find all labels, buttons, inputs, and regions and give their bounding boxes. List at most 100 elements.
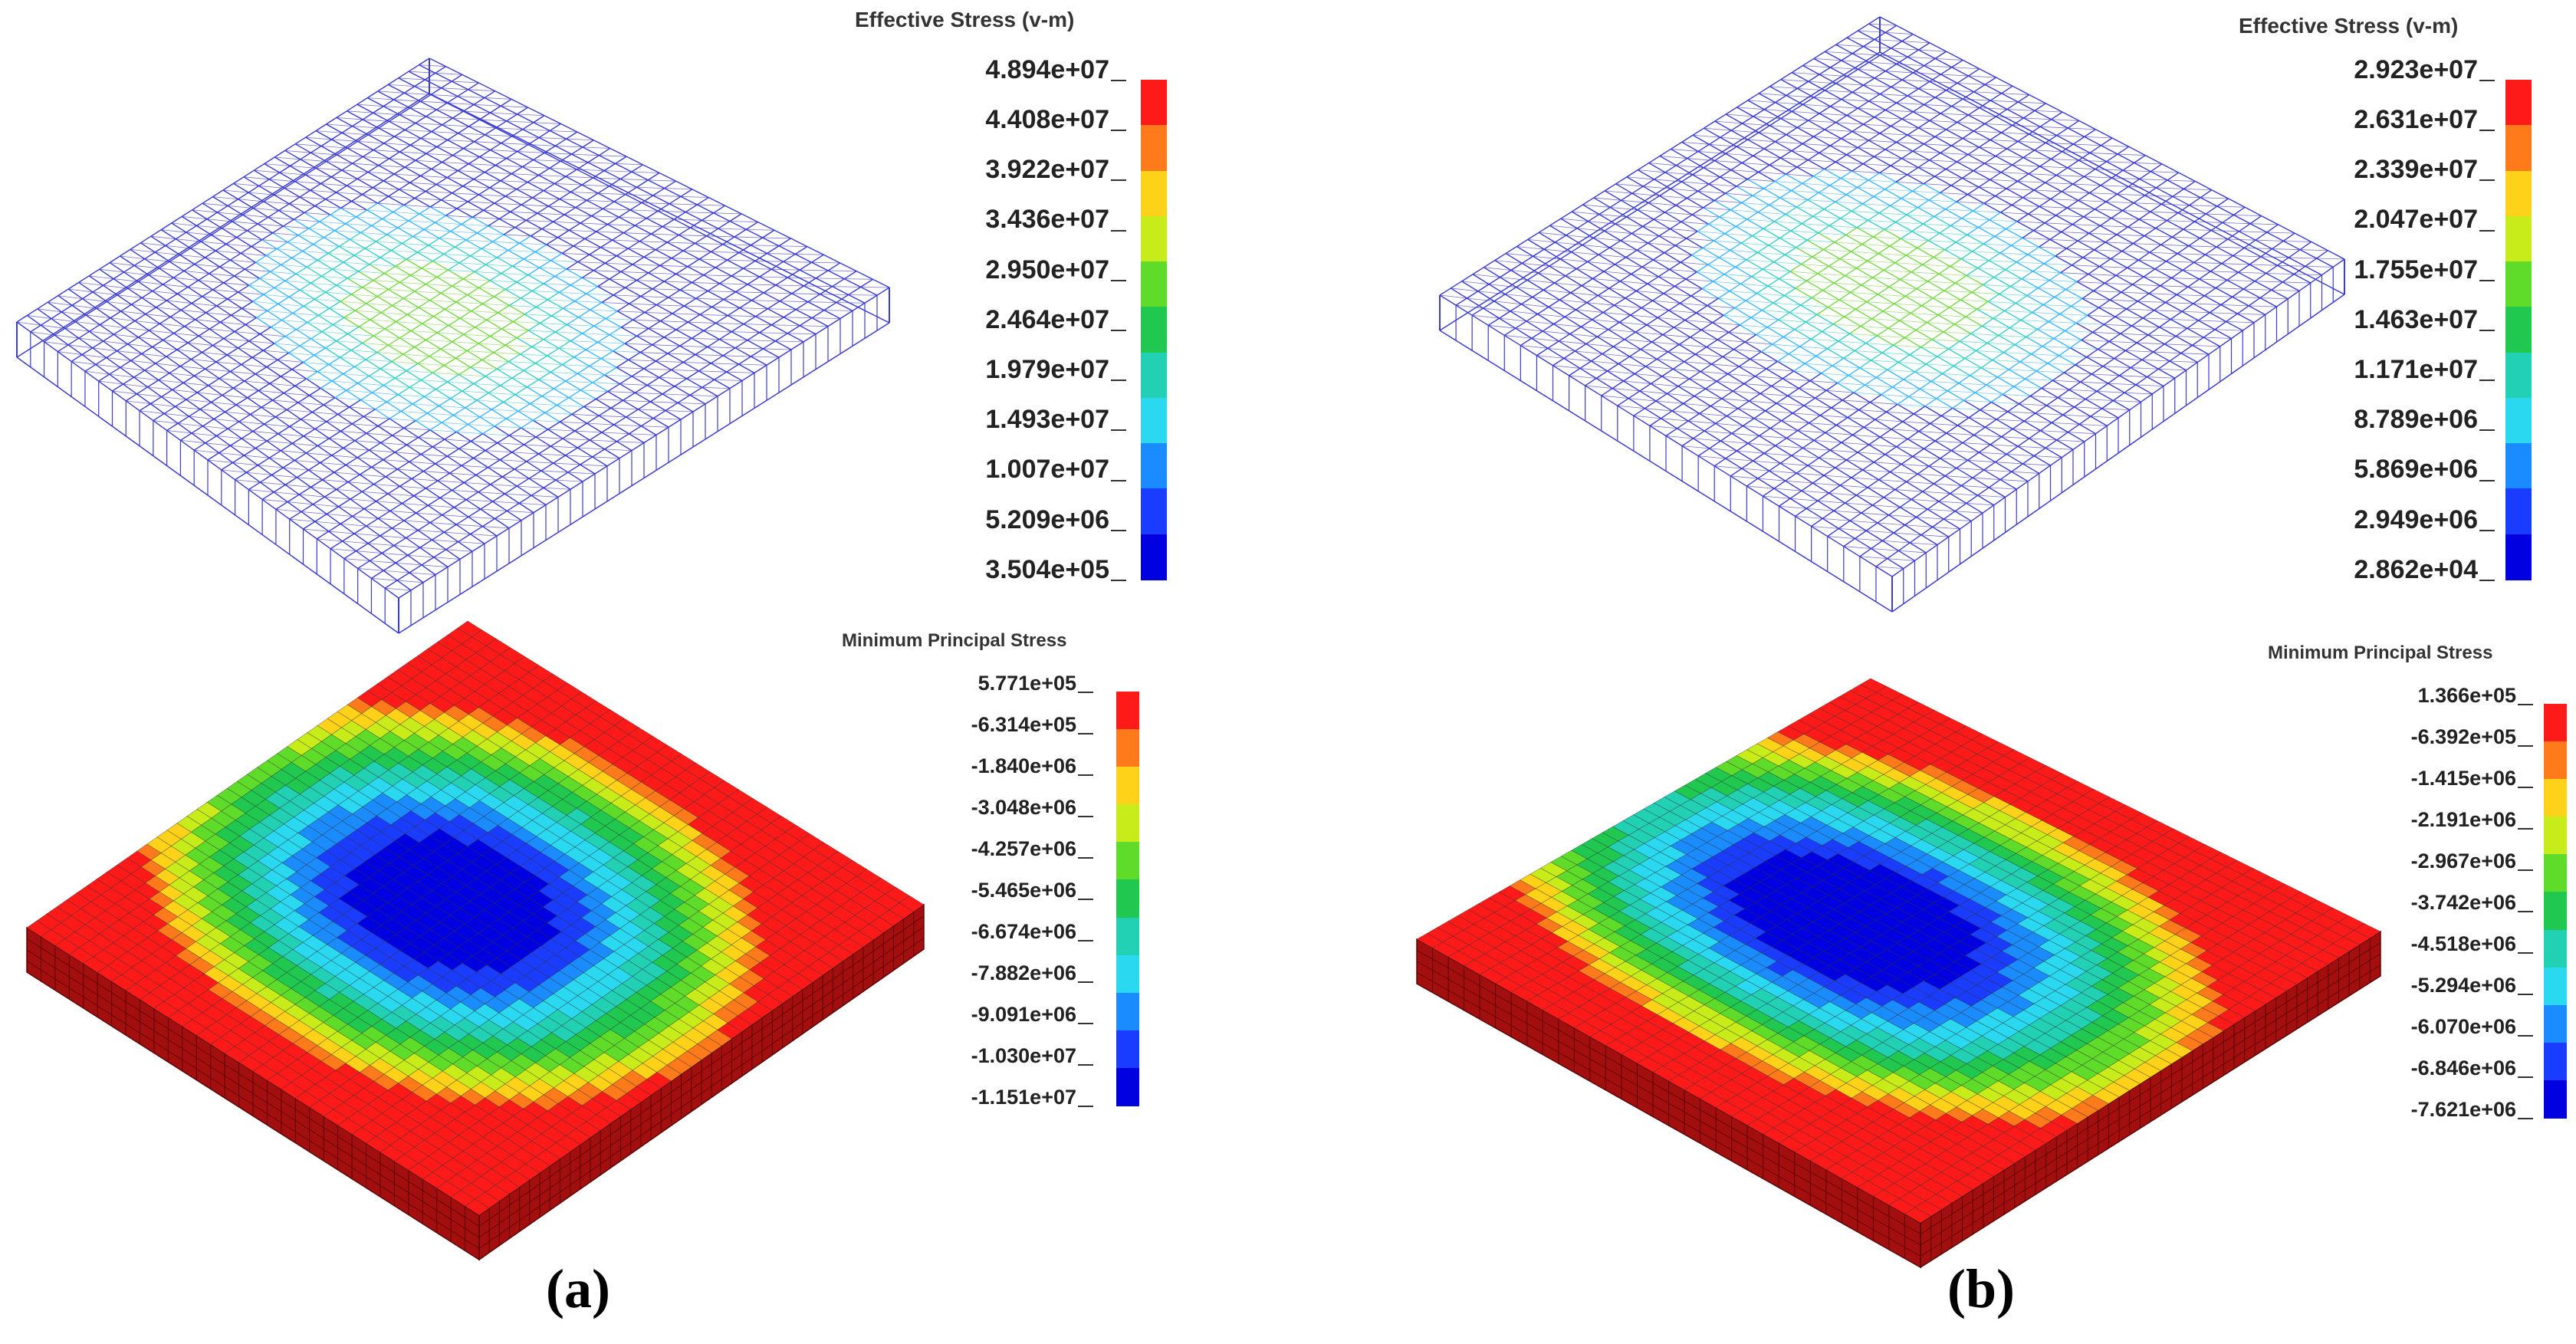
panel-a-effective-stress-tick-mark [1111, 130, 1126, 132]
panel-a-min-principal-color-swatch [1116, 1067, 1139, 1106]
panel-a-min-principal-tick-label: -3.048e+06 [971, 796, 1076, 820]
panel-a-min-principal-color-swatch [1116, 767, 1139, 806]
panel-b-min-principal-color-swatch [2544, 929, 2567, 968]
panel-b-effective-stress-legend-title: Effective Stress (v-m) [2239, 14, 2459, 38]
panel-b-min-principal-tick-mark [2518, 911, 2533, 912]
panel-a-effective-stress-tick-mark [1111, 279, 1126, 281]
panel-b-min-principal-tick-mark [2518, 787, 2533, 788]
panel-a-min-principal-tick-mark [1078, 899, 1093, 900]
panel-a-min-principal-tick-mark [1078, 774, 1093, 776]
panel-a-effective-stress-color-swatch [1141, 534, 1167, 580]
panel-a-min-principal-color-swatch [1116, 879, 1139, 918]
panel-a-min-principal-tick-label: -1.151e+07 [971, 1086, 1076, 1109]
panel-b-min-principal-tick-label: -6.846e+06 [2410, 1056, 2516, 1080]
panel-a-effective-stress-tick-label: 5.209e+06 [985, 504, 1109, 534]
panel-a-effective-stress-tick-label: 4.894e+07 [985, 54, 1109, 84]
panel-b-min-principal-tick-label: -2.967e+06 [2410, 849, 2516, 873]
panel-b-min-principal-color-swatch [2544, 892, 2567, 931]
panel-b-min-principal-legend-title: Minimum Principal Stress [2268, 642, 2493, 663]
panel-b-effective-stress-color-swatch [2505, 534, 2532, 580]
panel-a-min-principal-tick-mark [1078, 981, 1093, 983]
panel-a-effective-stress-tick-label: 3.922e+07 [985, 155, 1109, 185]
panel-a-min-principal-color-swatch [1116, 992, 1139, 1031]
panel-b-effective-stress-tick-label: 2.631e+07 [2354, 104, 2478, 134]
panel-a-min-principal-color-swatch [1116, 729, 1139, 768]
panel-b-min-principal-tick-mark [2518, 994, 2533, 995]
panel-b-effective-stress-color-swatch [2505, 215, 2532, 262]
panel-a-effective-stress-tick-label: 2.950e+07 [985, 255, 1109, 284]
panel-a-effective-stress-tick-mark [1111, 330, 1126, 331]
panel-b-min-principal-tick-mark [2518, 1118, 2533, 1119]
panel-a-effective-stress-color-swatch [1141, 80, 1167, 126]
panel-b-min-principal-tick-mark [2518, 704, 2533, 705]
panel-b-effective-stress-tick-mark [2479, 529, 2495, 531]
panel-b-min-principal-tick-mark [2518, 869, 2533, 871]
panel-b-effective-stress-tick-mark [2479, 330, 2495, 331]
panel-a-effective-stress-tick-label: 1.007e+07 [985, 455, 1109, 485]
panel-b-min-principal-color-swatch [2544, 741, 2567, 780]
panel-a-min-principal-tick-mark [1078, 940, 1093, 941]
panel-b-solid-mesh [1416, 678, 2381, 1269]
panel-a-effective-stress-tick-mark [1111, 380, 1126, 382]
panel-b-effective-stress-tick-mark [2479, 479, 2495, 481]
panel-a-min-principal-color-swatch [1116, 692, 1139, 730]
panel-a-min-principal-color-swatch [1116, 1030, 1139, 1069]
panel-a-effective-stress-color-swatch [1141, 125, 1167, 172]
panel-b-min-principal-color-swatch [2544, 1004, 2567, 1043]
panel-a-effective-stress-color-swatch [1141, 397, 1167, 444]
panel-b-effective-stress-tick-label: 2.923e+07 [2354, 54, 2478, 84]
panel-a-min-principal-tick-mark [1078, 692, 1093, 693]
panel-b-min-principal-color-swatch [2544, 817, 2567, 856]
panel-a-effective-stress-color-swatch [1141, 215, 1167, 262]
panel-b-effective-stress-tick-label: 5.869e+06 [2354, 455, 2478, 485]
panel-b-effective-stress-tick-mark [2479, 179, 2495, 182]
panel-b-min-principal-tick-mark [2518, 1035, 2533, 1037]
panel-a-min-principal-tick-mark [1078, 733, 1093, 734]
panel-b-effective-stress-tick-label: 8.789e+06 [2354, 405, 2478, 435]
panel-a-effective-stress-tick-mark [1111, 80, 1126, 81]
panel-b-effective-stress-color-swatch [2505, 125, 2532, 172]
panel-b-effective-stress-tick-label: 2.949e+06 [2354, 504, 2478, 534]
panel-b-effective-stress-tick-mark [2479, 429, 2495, 432]
panel-a-solid-mesh [26, 620, 925, 1261]
panel-b-effective-stress-color-swatch [2505, 307, 2532, 353]
panel-b-effective-stress-tick-mark [2479, 580, 2495, 581]
panel-b-effective-stress-color-swatch [2505, 488, 2532, 535]
panel-a-min-principal-color-swatch [1116, 842, 1139, 881]
panel-b-min-principal-tick-mark [2518, 828, 2533, 830]
panel-a-min-principal-tick-mark [1078, 1023, 1093, 1024]
panel-a-min-principal-color-swatch [1116, 804, 1139, 843]
panel-b-effective-stress-tick-label: 2.862e+04 [2354, 554, 2478, 584]
panel-b-effective-stress-tick-mark [2479, 380, 2495, 382]
panel-a-effective-stress-tick-label: 3.436e+07 [985, 205, 1109, 235]
panel-a-effective-stress-tick-mark [1111, 529, 1126, 531]
panel-b-min-principal-tick-label: -1.415e+06 [2410, 767, 2516, 790]
panel-b-effective-stress-color-swatch [2505, 352, 2532, 399]
panel-a-min-principal-tick-mark [1078, 1106, 1093, 1107]
panel-b-caption: (b) [1947, 1258, 2015, 1319]
panel-b-effective-stress-tick-label: 1.755e+07 [2354, 255, 2478, 284]
panel-a-min-principal-tick-mark [1078, 816, 1093, 817]
panel-b-effective-stress-tick-label: 1.171e+07 [2354, 354, 2478, 384]
panel-a-effective-stress-tick-label: 4.408e+07 [985, 104, 1109, 134]
panel-a-effective-stress-color-swatch [1141, 261, 1167, 308]
panel-b-min-principal-tick-label: -6.070e+06 [2410, 1015, 2516, 1039]
panel-b-min-principal-color-swatch [2544, 967, 2567, 1006]
panel-b-effective-stress-color-swatch [2505, 443, 2532, 490]
panel-b-min-principal-tick-label: -4.518e+06 [2410, 932, 2516, 956]
panel-b-min-principal-tick-mark [2518, 1076, 2533, 1078]
panel-a-min-principal-tick-label: 5.771e+05 [978, 672, 1076, 695]
panel-a-min-principal-tick-label: -1.840e+06 [971, 754, 1076, 778]
panel-a-effective-stress-tick-mark [1111, 580, 1126, 581]
panel-b-effective-stress-tick-label: 1.463e+07 [2354, 304, 2478, 334]
panel-b-min-principal-tick-label: -2.191e+06 [2410, 808, 2516, 832]
panel-b-effective-stress-tick-mark [2479, 80, 2495, 81]
panel-b-min-principal-tick-label: -7.621e+06 [2410, 1098, 2516, 1122]
panel-a-effective-stress-color-swatch [1141, 488, 1167, 535]
panel-b-effective-stress-tick-mark [2479, 130, 2495, 132]
panel-a-caption: (a) [546, 1258, 610, 1319]
panel-b-min-principal-tick-label: -6.392e+05 [2410, 725, 2516, 749]
panel-b-effective-stress-color-swatch [2505, 170, 2532, 217]
panel-b-min-principal-color-swatch [2544, 854, 2567, 893]
